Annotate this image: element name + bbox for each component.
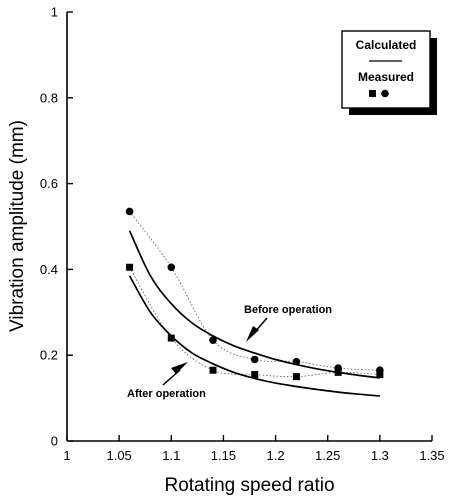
annotation-after-arrow-head (171, 362, 188, 374)
measured-before-point-2 (209, 336, 217, 344)
x-tick-label-1: 1.05 (106, 448, 131, 463)
measured-after-point-5 (334, 368, 342, 376)
measured-after-point-4 (292, 373, 300, 381)
y-tick-label-3: 0.6 (40, 176, 58, 191)
y-tick-label-1: 0.2 (40, 348, 58, 363)
x-tick-label-7: 1.35 (419, 448, 444, 463)
measured-before-point-3 (250, 355, 259, 364)
x-tick-label-4: 1.2 (267, 448, 285, 463)
measured-before-point-4 (292, 357, 301, 366)
measured-before-connector (129, 211, 380, 371)
measured-after-point-2 (209, 366, 217, 374)
legend-measured-circle-marker (381, 89, 389, 98)
annotation-after-operation: After operation (127, 362, 206, 400)
measured-after-point-6 (376, 371, 384, 379)
x-tick-label-3: 1.15 (211, 448, 236, 463)
annotation-before-label: Before operation (244, 304, 332, 316)
annotation-before-operation: Before operation (244, 304, 332, 342)
y-axis-title: Vibration amplitude (mm) (7, 120, 28, 332)
x-tick-label-0: 1 (63, 448, 70, 463)
measured-before-point-1 (167, 263, 176, 272)
y-tick-label-2: 0.4 (40, 262, 58, 277)
legend-measured-square-marker (369, 90, 376, 97)
points-layer (125, 207, 384, 381)
measured-after-point-0 (126, 263, 134, 271)
x-tick-label-5: 1.25 (315, 448, 340, 463)
annotation-after-label: After operation (127, 388, 206, 400)
x-tick-label-6: 1.3 (371, 448, 389, 463)
measured-before-point-0 (125, 207, 134, 216)
y-tick-label-0: 0 (51, 434, 58, 449)
measured-after-point-3 (251, 371, 259, 379)
x-axis-title: Rotating speed ratio (164, 475, 334, 496)
plot-area (66, 12, 432, 442)
legend-calculated-label: Calculated (356, 38, 417, 52)
x-tick-label-2: 1.1 (162, 448, 180, 463)
legend-measured-label: Measured (358, 70, 414, 84)
y-tick-label-4: 0.8 (40, 90, 58, 105)
y-tick-label-5: 1 (51, 5, 58, 20)
measured-after-point-1 (167, 334, 175, 342)
annotation-before-arrow-head (246, 326, 259, 342)
ticks-layer: 1 1.05 1.1 1.15 1.2 1.25 1.3 1.35 0 0.2 0.4 0.6 0.8 1 (40, 5, 445, 464)
legend: Calculated Measured (341, 30, 437, 115)
